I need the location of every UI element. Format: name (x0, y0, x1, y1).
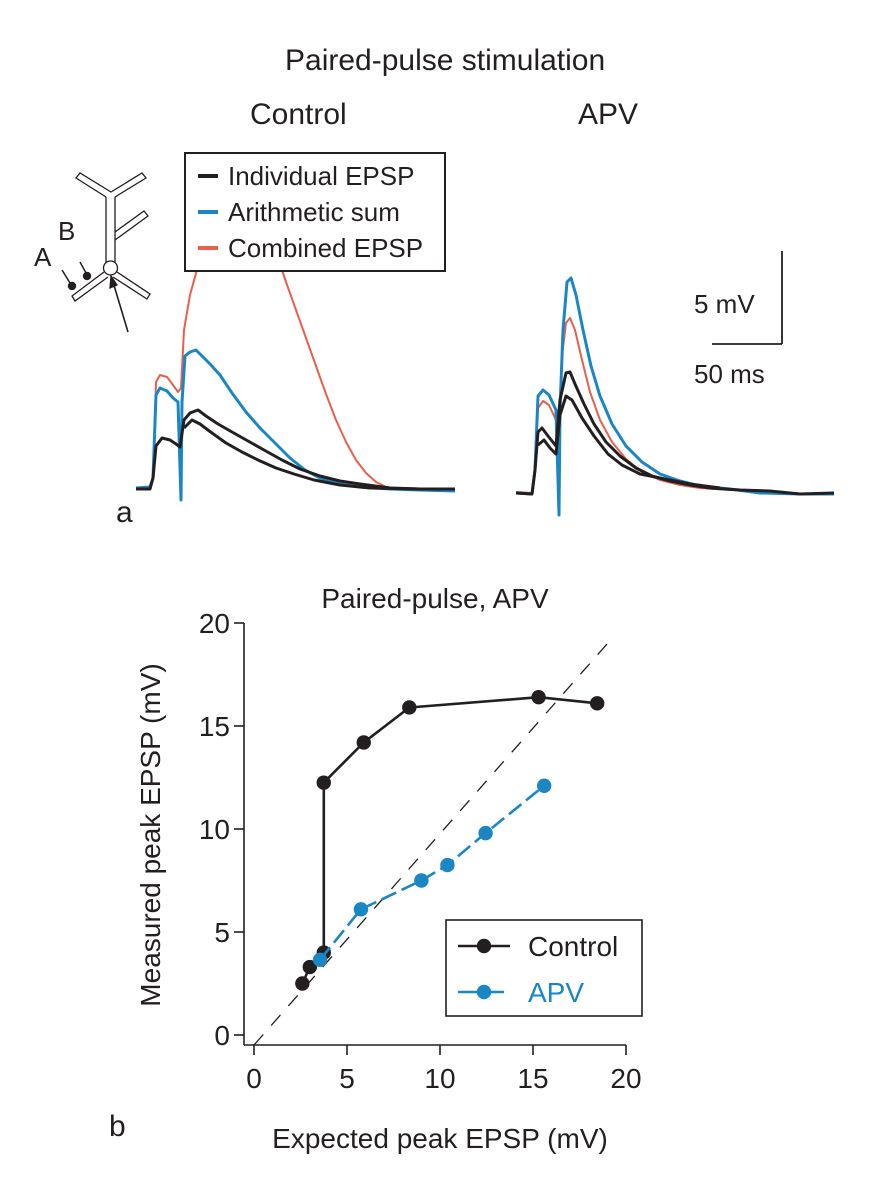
x-tick-label-0: 0 (246, 1063, 262, 1094)
panel-a-legend: Individual EPSP Arithmetic sum Combined … (184, 152, 446, 272)
condition-label-apv: APV (578, 98, 639, 131)
data-point-control-6 (531, 689, 546, 705)
control-sum-trace (135, 348, 456, 502)
scale-bar-voltage: 5 mV (694, 289, 755, 319)
x-tick-label-15: 15 (517, 1063, 548, 1094)
unity-reference-line (253, 643, 608, 1046)
y-tick-label-0: 0 (214, 1020, 230, 1051)
panel-b-label: b (109, 1110, 126, 1143)
data-point-control-0 (295, 976, 310, 991)
panel-a-title: Paired-pulse stimulation (285, 44, 606, 77)
legend-swatch-individual (198, 174, 218, 178)
legend-swatch-combined (198, 246, 218, 250)
data-point-apv-2 (414, 873, 429, 888)
y-tick-label-20: 20 (199, 608, 230, 639)
y-tick-label-5: 5 (214, 917, 230, 948)
panel-a-label: a (116, 496, 133, 529)
apv-combined-trace (515, 317, 761, 494)
y-tick-label-15: 15 (199, 711, 230, 742)
x-axis-label: Expected peak EPSP (mV) (272, 1123, 608, 1154)
legend-label-individual: Individual EPSP (228, 161, 415, 191)
control-individual-trace-2 (182, 418, 421, 491)
y-tick-label-10: 10 (199, 814, 230, 845)
condition-label-control: Control (250, 98, 347, 131)
apv-individual-trace-2 (537, 394, 721, 490)
data-point-apv-0 (312, 952, 328, 968)
legend-item-individual: Individual EPSP (198, 158, 434, 194)
data-point-control-5 (402, 700, 417, 715)
legend-label-control: Control (528, 931, 618, 962)
chart-legend-box (445, 919, 643, 1017)
chart-title: Paired-pulse, APV (321, 583, 549, 614)
data-point-apv-1 (353, 902, 369, 917)
legend-item-combined: Combined EPSP (198, 230, 434, 266)
data-point-control-4 (356, 735, 371, 750)
legend-label-apv: APV (528, 977, 584, 1008)
legend-marker-apv (476, 984, 492, 1000)
scale-bar-time: 50 ms (694, 359, 765, 389)
legend-marker-control (476, 938, 492, 954)
scale-bar (712, 251, 783, 345)
legend-item-sum: Arithmetic sum (198, 194, 434, 230)
data-point-control-3 (316, 775, 331, 790)
control-individual-trace-1 (136, 408, 455, 491)
series-line-apv (318, 784, 546, 961)
legend-label-combined: Combined EPSP (228, 233, 424, 263)
data-point-apv-5 (536, 778, 552, 793)
synapse-label-a: A (34, 242, 52, 272)
apv-traces (515, 276, 835, 517)
y-axis-label: Measured peak EPSP (mV) (135, 663, 166, 1006)
x-tick-label-5: 5 (339, 1063, 355, 1094)
data-point-apv-3 (440, 857, 455, 873)
data-point-control-7 (589, 696, 605, 711)
data-point-control-1 (302, 959, 317, 975)
legend-label-sum: Arithmetic sum (228, 197, 400, 227)
x-tick-label-10: 10 (424, 1063, 455, 1094)
x-tick-label-20: 20 (610, 1063, 641, 1094)
legend-swatch-sum (198, 210, 218, 214)
neuron-schematic-icon (61, 172, 151, 333)
data-point-apv-4 (478, 825, 493, 841)
synapse-label-b: B (58, 216, 75, 246)
